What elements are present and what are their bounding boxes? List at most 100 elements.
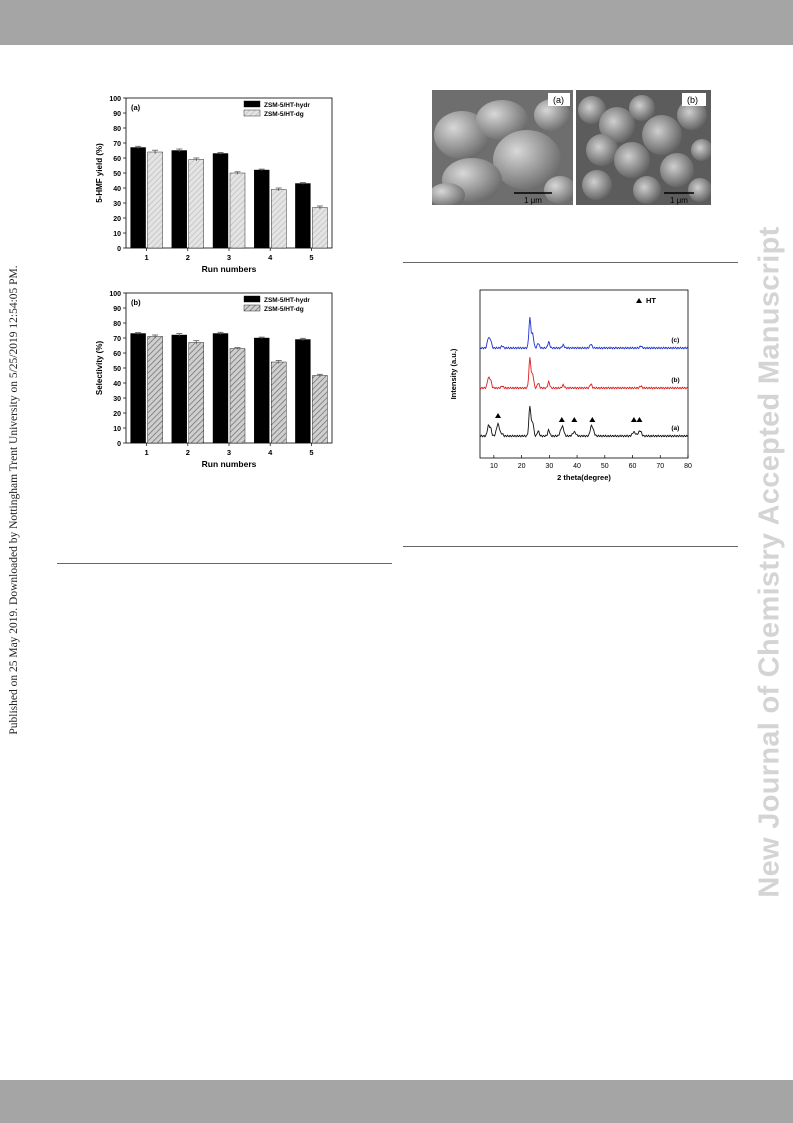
ht-peak-marker — [589, 417, 596, 422]
bar-dg — [229, 348, 246, 444]
y-tick-label: 40 — [113, 381, 121, 388]
legend-swatch — [243, 304, 261, 312]
x-tick-label: 50 — [601, 463, 609, 470]
x-tick-label: 80 — [684, 463, 692, 470]
y-tick-label: 40 — [113, 186, 121, 193]
xrd-curve — [479, 316, 689, 350]
sem-images: (a) (b) 1 μm 1 μm — [432, 90, 711, 205]
x-tick-label: 4 — [268, 448, 273, 457]
y-tick-label: 0 — [117, 246, 121, 253]
x-tick-label: 3 — [227, 448, 231, 457]
bar-dg — [270, 189, 287, 249]
y-tick-label: 100 — [109, 291, 121, 298]
bar-dg — [270, 361, 287, 444]
sem-label-b: (b) — [687, 95, 698, 105]
y-tick-label: 50 — [113, 366, 121, 373]
sem-micrograph: (a) (b) 1 μm 1 μm — [432, 90, 711, 205]
bar-dg — [188, 342, 205, 444]
x-tick-label: 3 — [227, 253, 231, 262]
y-tick-label: 50 — [113, 171, 121, 178]
legend-marker — [636, 298, 642, 303]
y-tick-label: 20 — [113, 411, 121, 418]
ht-peak-marker — [571, 417, 578, 422]
x-tick-label: 30 — [545, 463, 553, 470]
bar-dg — [229, 172, 246, 249]
y-axis-label: Selectivity (%) — [95, 341, 104, 396]
plot-frame — [479, 289, 689, 459]
y-tick-label: 70 — [113, 336, 121, 343]
footer-band — [0, 1080, 793, 1123]
bar-dg — [188, 159, 205, 249]
xrd-curve — [479, 357, 689, 390]
x-tick-label: 2 — [186, 448, 190, 457]
y-tick-label: 90 — [113, 111, 121, 118]
y-tick-label: 0 — [117, 441, 121, 448]
y-tick-label: 80 — [113, 321, 121, 328]
y-tick-label: 30 — [113, 396, 121, 403]
header-band — [0, 0, 793, 45]
x-tick-label: 1 — [145, 448, 149, 457]
bar-hydr — [253, 337, 270, 444]
y-tick-label: 60 — [113, 156, 121, 163]
bar-hydr — [295, 339, 311, 444]
caption-rule-left — [57, 563, 392, 564]
bar-dg — [312, 375, 328, 444]
bar-hydr — [171, 150, 188, 249]
panel-label: (b) — [131, 298, 141, 307]
legend-label: HT — [646, 296, 656, 305]
bar-hydr — [253, 169, 270, 249]
x-tick-label: 70 — [656, 463, 664, 470]
bar-dg — [147, 151, 163, 249]
x-axis-label: Run numbers — [202, 264, 257, 274]
y-tick-label: 30 — [113, 201, 121, 208]
y-tick-label: 10 — [113, 231, 121, 238]
legend-label: ZSM-5/HT-dg — [264, 306, 304, 313]
panel-label: (a) — [131, 103, 141, 112]
bar-hydr — [171, 334, 188, 444]
bar-hydr — [130, 147, 146, 249]
scale-bar-label-b: 1 μm — [670, 196, 688, 205]
x-axis-label: 2 theta(degree) — [557, 473, 611, 482]
bar-hydr — [295, 183, 311, 249]
ht-peak-marker — [636, 417, 643, 422]
y-tick-label: 80 — [113, 126, 121, 133]
x-tick-label: 1 — [145, 253, 149, 262]
x-tick-label: 20 — [518, 463, 526, 470]
x-tick-label: 4 — [268, 253, 273, 262]
x-tick-label: 5 — [309, 448, 313, 457]
legend-label: ZSM-5/HT-hydr — [264, 102, 310, 109]
published-note: Published on 25 May 2019. Downloaded by … — [8, 265, 20, 735]
caption-rule-right-bottom — [403, 546, 738, 547]
y-tick-label: 20 — [113, 216, 121, 223]
ht-peak-marker — [630, 417, 637, 422]
x-tick-label: 2 — [186, 253, 190, 262]
x-tick-label: 10 — [490, 463, 498, 470]
sem-label-a: (a) — [553, 95, 564, 105]
ht-peak-marker — [495, 413, 502, 418]
curve-label: (b) — [671, 377, 679, 384]
x-tick-label: 40 — [573, 463, 581, 470]
y-tick-label: 100 — [109, 96, 121, 103]
curve-label: (a) — [671, 425, 679, 432]
x-tick-label: 5 — [309, 253, 313, 262]
ht-peak-marker — [558, 417, 565, 422]
x-axis-label: Run numbers — [202, 459, 257, 469]
scale-bar-label-a: 1 μm — [524, 196, 542, 205]
bar-hydr — [212, 333, 229, 444]
legend-swatch — [243, 100, 261, 108]
y-tick-label: 60 — [113, 351, 121, 358]
curve-label: (c) — [671, 337, 679, 344]
journal-watermark: New Journal of Chemistry Accepted Manusc… — [753, 226, 786, 898]
xrd-pattern-chart: 10 20 30 40 50 60 70 80 2 theta(degree) Intensity… — [449, 289, 692, 482]
caption-rule-right-top — [403, 262, 738, 263]
bar-dg — [312, 207, 328, 249]
legend-label: ZSM-5/HT-dg — [264, 111, 304, 118]
xrd-curve — [479, 405, 689, 438]
bar-hydr — [212, 153, 229, 249]
x-tick-label: 60 — [629, 463, 637, 470]
y-tick-label: 70 — [113, 141, 121, 148]
selectivity-bar-chart: 0 10 20 30 40 50 60 70 80 90 100 1 2 3 4 5 (b) Run number… — [95, 291, 333, 469]
y-tick-label: 10 — [113, 426, 121, 433]
bar-hydr — [130, 333, 146, 444]
yield-bar-chart: 0 10 20 30 40 50 60 70 80 90 100 1 2 3 4 5 (a) Run number… — [95, 96, 333, 274]
